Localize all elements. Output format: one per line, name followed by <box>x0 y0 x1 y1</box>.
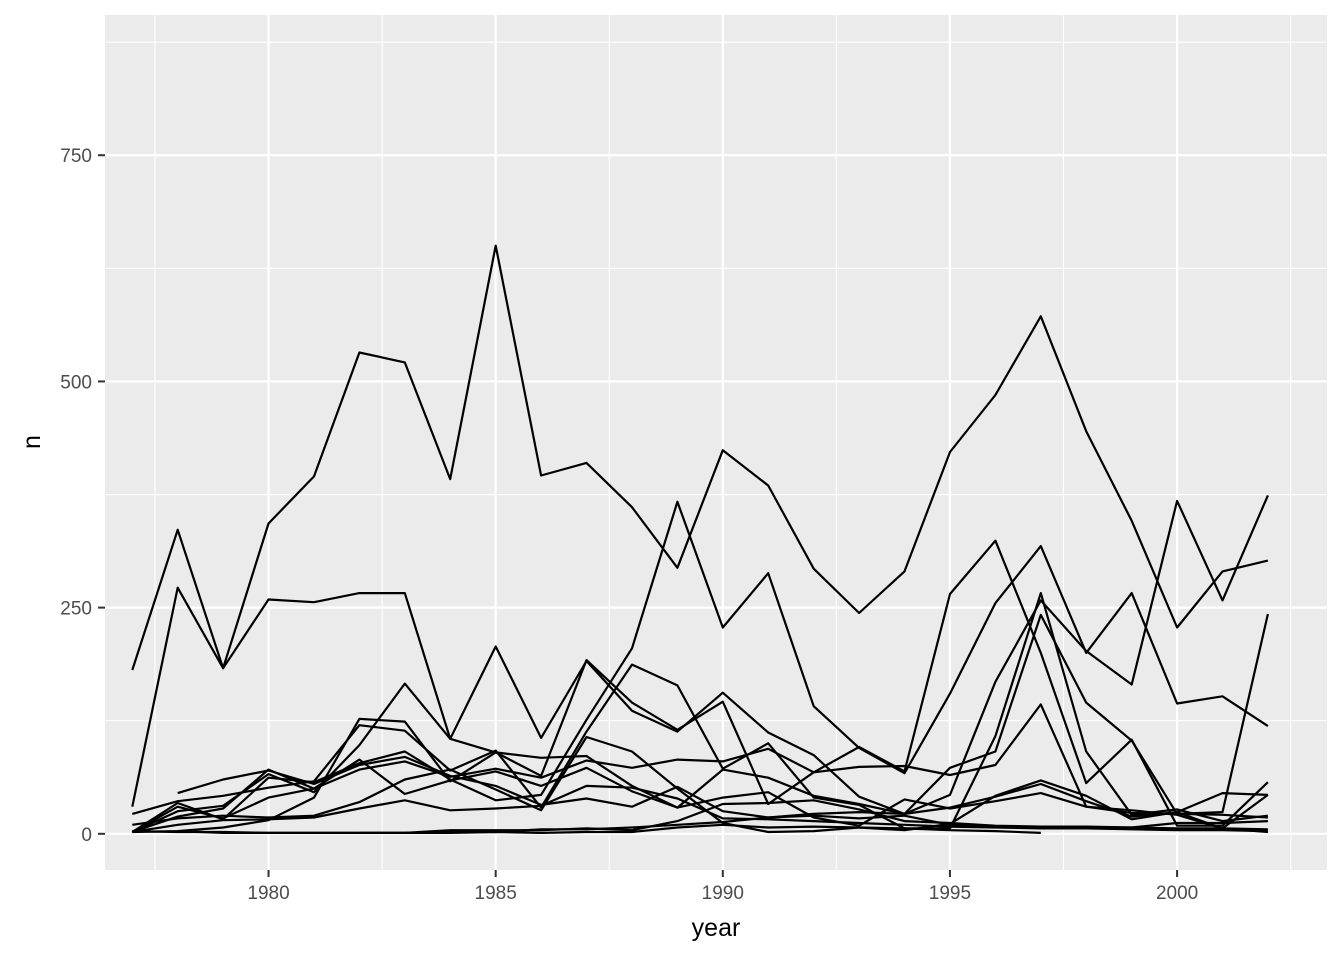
minor-gridlines <box>105 15 1327 870</box>
series-line-3 <box>131 500 1269 833</box>
plot-panel <box>105 15 1327 870</box>
series-line-13 <box>359 823 1041 835</box>
series-line-14 <box>132 784 1268 834</box>
series-line-9 <box>131 703 1268 833</box>
x-tick-label: 1990 <box>702 883 744 904</box>
series-line-1 <box>131 244 1269 671</box>
y-axis-title: n <box>18 435 46 449</box>
x-axis-title: year <box>692 914 741 942</box>
y-tick-label: 500 <box>60 372 92 393</box>
x-axis-ticks: 1980 1985 1990 1995 2000 <box>247 870 1198 904</box>
series-line-2 <box>131 494 1269 816</box>
series-line-7 <box>131 758 1269 834</box>
x-tick-label: 2000 <box>1156 883 1198 904</box>
y-axis-ticks: 0 250 500 750 <box>60 146 105 846</box>
series-lines <box>131 244 1269 835</box>
x-tick-label: 1980 <box>247 883 289 904</box>
x-tick-label: 1985 <box>475 883 517 904</box>
y-tick-label: 750 <box>60 146 92 167</box>
series-line-8 <box>132 735 1268 834</box>
y-tick-label: 250 <box>60 599 92 620</box>
y-tick-label: 0 <box>81 825 92 846</box>
series-line-5 <box>132 591 1269 830</box>
x-tick-label: 1995 <box>929 883 971 904</box>
